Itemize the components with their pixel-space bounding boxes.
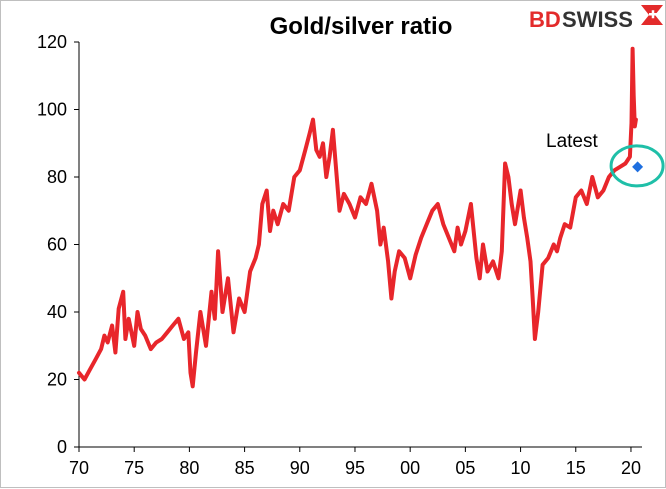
y-axis: 0 20 40 60 80 100 120 <box>37 32 79 457</box>
y-tick-label: 80 <box>47 167 67 187</box>
x-tick-label: 20 <box>621 458 641 478</box>
series-group <box>77 46 638 389</box>
series-line <box>77 46 638 389</box>
x-tick-label: 10 <box>511 458 531 478</box>
brand-logo: BD SWISS <box>529 5 663 32</box>
x-tick-label: 75 <box>124 458 144 478</box>
y-tick-label: 0 <box>57 437 67 457</box>
brand-logo-bd: BD <box>529 7 561 32</box>
y-tick-label: 40 <box>47 302 67 322</box>
y-tick-label: 120 <box>37 32 67 52</box>
y-tick-label: 60 <box>47 235 67 255</box>
y-tick-label: 100 <box>37 100 67 120</box>
x-tick-label: 85 <box>235 458 255 478</box>
x-axis: 70 75 80 85 90 95 00 05 10 15 20 <box>69 447 641 478</box>
x-tick-label: 70 <box>69 458 89 478</box>
annotation-latest: Latest <box>546 131 598 152</box>
markers-group <box>632 161 644 173</box>
x-tick-label: 00 <box>400 458 420 478</box>
chart-title: Gold/silver ratio <box>270 13 453 40</box>
x-tick-label: 05 <box>455 458 475 478</box>
x-tick-label: 80 <box>179 458 199 478</box>
logo-flag-icon <box>641 5 663 25</box>
latest-highlight-circle <box>609 144 665 188</box>
x-tick-label: 15 <box>566 458 586 478</box>
latest-marker <box>632 161 644 173</box>
x-tick-label: 90 <box>290 458 310 478</box>
brand-logo-swiss: SWISS <box>562 7 633 32</box>
x-tick-label: 95 <box>345 458 365 478</box>
y-tick-label: 20 <box>47 370 67 390</box>
